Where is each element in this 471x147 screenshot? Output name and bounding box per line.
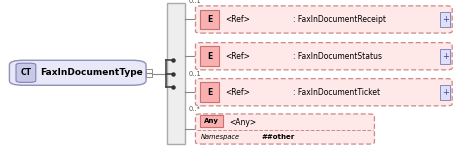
- Text: E: E: [207, 52, 212, 61]
- FancyBboxPatch shape: [440, 85, 450, 100]
- Text: +: +: [442, 88, 448, 97]
- Text: : FaxInDocumentReceipt: : FaxInDocumentReceipt: [293, 15, 386, 24]
- Text: Any: Any: [204, 118, 219, 125]
- FancyBboxPatch shape: [195, 79, 452, 106]
- Text: : FaxInDocumentStatus: : FaxInDocumentStatus: [293, 52, 382, 61]
- Text: 0..1: 0..1: [189, 0, 202, 4]
- Text: 0..*: 0..*: [189, 106, 201, 112]
- FancyBboxPatch shape: [200, 10, 219, 29]
- FancyBboxPatch shape: [146, 69, 152, 77]
- Text: Namespace: Namespace: [201, 134, 240, 140]
- Text: E: E: [207, 15, 212, 24]
- FancyBboxPatch shape: [195, 43, 452, 70]
- Text: +: +: [442, 52, 448, 61]
- Text: 0..1: 0..1: [189, 71, 202, 77]
- FancyBboxPatch shape: [195, 6, 452, 33]
- Text: +: +: [442, 15, 448, 24]
- FancyBboxPatch shape: [200, 82, 219, 102]
- Text: FaxInDocumentType: FaxInDocumentType: [41, 68, 143, 77]
- FancyBboxPatch shape: [440, 12, 450, 27]
- Text: <Ref>: <Ref>: [226, 52, 251, 61]
- FancyBboxPatch shape: [195, 114, 374, 144]
- FancyBboxPatch shape: [16, 63, 36, 82]
- Text: <Any>: <Any>: [229, 118, 257, 127]
- FancyBboxPatch shape: [167, 3, 185, 144]
- FancyBboxPatch shape: [200, 46, 219, 66]
- FancyBboxPatch shape: [9, 60, 146, 85]
- Text: : FaxInDocumentTicket: : FaxInDocumentTicket: [293, 88, 380, 97]
- Text: CT: CT: [20, 68, 32, 77]
- FancyBboxPatch shape: [200, 115, 223, 127]
- Text: E: E: [207, 88, 212, 97]
- Text: ##other: ##other: [261, 134, 295, 140]
- Text: <Ref>: <Ref>: [226, 15, 251, 24]
- FancyBboxPatch shape: [440, 49, 450, 64]
- Text: <Ref>: <Ref>: [226, 88, 251, 97]
